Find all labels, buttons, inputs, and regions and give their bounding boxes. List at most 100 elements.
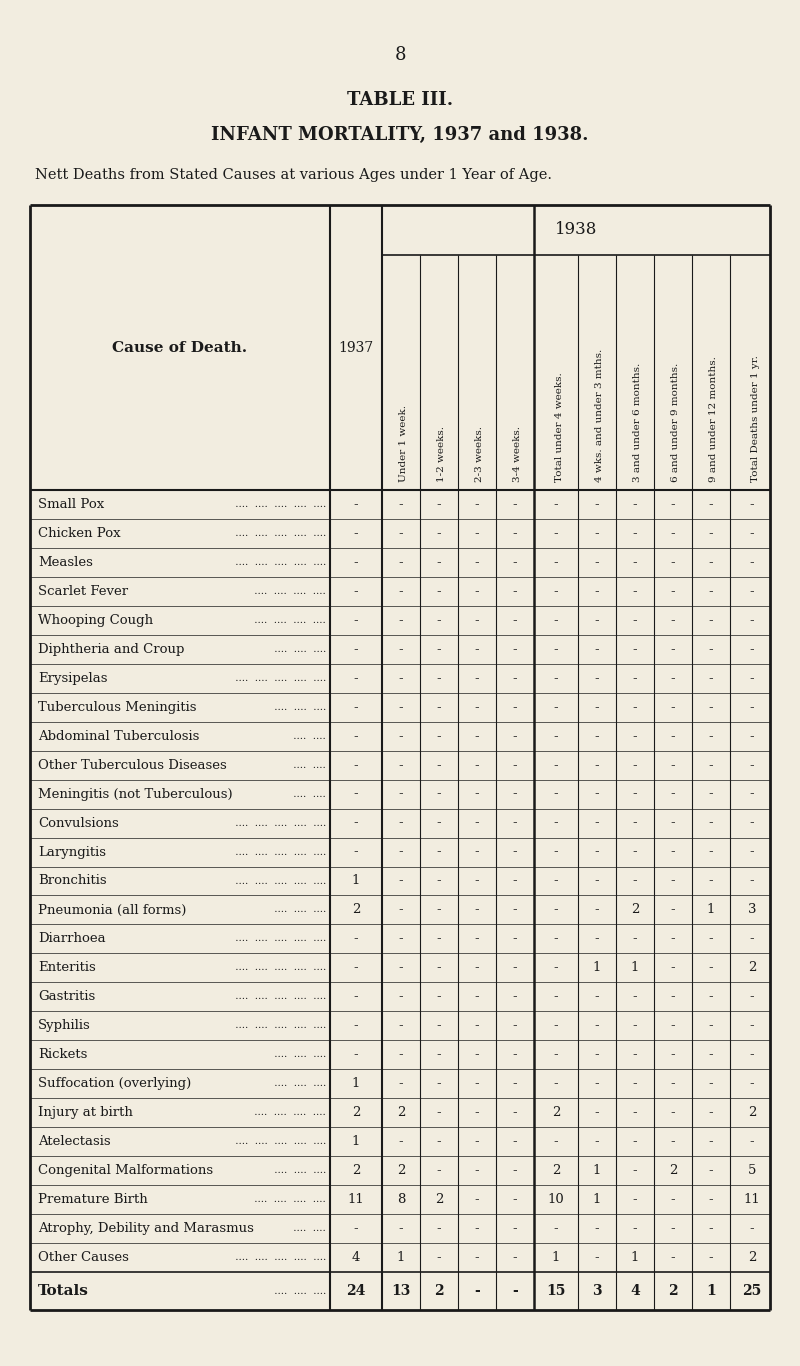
- Text: -: -: [513, 701, 518, 713]
- Text: -: -: [633, 758, 638, 772]
- Text: Enteritis: Enteritis: [38, 962, 96, 974]
- Text: -: -: [474, 817, 479, 829]
- Text: -: -: [594, 1135, 599, 1149]
- Text: 6 and under 9 months.: 6 and under 9 months.: [671, 363, 681, 482]
- Text: 25: 25: [742, 1284, 762, 1298]
- Text: 1: 1: [593, 1193, 601, 1206]
- Text: -: -: [750, 1078, 754, 1090]
- Text: -: -: [474, 1019, 479, 1033]
- Text: 4: 4: [352, 1251, 360, 1264]
- Text: -: -: [750, 1223, 754, 1235]
- Text: -: -: [354, 643, 358, 656]
- Text: ....  ....  ....  ....  ....: .... .... .... .... ....: [232, 500, 326, 510]
- Text: -: -: [398, 527, 403, 540]
- Text: -: -: [709, 846, 714, 859]
- Text: -: -: [474, 556, 479, 568]
- Text: -: -: [354, 846, 358, 859]
- Text: -: -: [750, 874, 754, 888]
- Text: -: -: [398, 643, 403, 656]
- Text: -: -: [750, 729, 754, 743]
- Text: -: -: [670, 1135, 675, 1149]
- Text: -: -: [554, 1078, 558, 1090]
- Text: ....  ....  ....  ....: .... .... .... ....: [251, 1195, 326, 1203]
- Text: -: -: [437, 729, 442, 743]
- Text: -: -: [437, 903, 442, 917]
- Text: ....  ....: .... ....: [290, 732, 326, 740]
- Text: -: -: [437, 874, 442, 888]
- Text: -: -: [513, 1193, 518, 1206]
- Text: ....  ....  ....  ....  ....: .... .... .... .... ....: [232, 1253, 326, 1262]
- Text: -: -: [398, 585, 403, 598]
- Text: Atelectasis: Atelectasis: [38, 1135, 110, 1149]
- Text: -: -: [437, 846, 442, 859]
- Text: -: -: [398, 672, 403, 684]
- Text: -: -: [554, 585, 558, 598]
- Text: -: -: [594, 874, 599, 888]
- Text: 11: 11: [744, 1193, 760, 1206]
- Text: -: -: [513, 1164, 518, 1177]
- Text: -: -: [554, 1223, 558, 1235]
- Text: -: -: [513, 1135, 518, 1149]
- Text: -: -: [670, 556, 675, 568]
- Text: -: -: [709, 1164, 714, 1177]
- Text: -: -: [709, 788, 714, 800]
- Text: -: -: [513, 556, 518, 568]
- Text: 2: 2: [552, 1106, 560, 1119]
- Text: -: -: [474, 613, 479, 627]
- Text: 8: 8: [394, 46, 406, 64]
- Text: 2: 2: [397, 1164, 405, 1177]
- Text: -: -: [670, 1019, 675, 1033]
- Text: -: -: [437, 1164, 442, 1177]
- Text: 5: 5: [748, 1164, 756, 1177]
- Text: -: -: [474, 903, 479, 917]
- Text: -: -: [633, 1048, 638, 1061]
- Text: -: -: [437, 672, 442, 684]
- Text: -: -: [633, 701, 638, 713]
- Text: Convulsions: Convulsions: [38, 817, 118, 829]
- Text: -: -: [750, 585, 754, 598]
- Text: -: -: [437, 556, 442, 568]
- Text: -: -: [633, 1106, 638, 1119]
- Text: Total Deaths under 1 yr.: Total Deaths under 1 yr.: [750, 355, 759, 482]
- Text: -: -: [633, 1078, 638, 1090]
- Text: -: -: [554, 788, 558, 800]
- Text: ....  ....  ....  ....  ....: .... .... .... .... ....: [232, 557, 326, 567]
- Text: -: -: [670, 729, 675, 743]
- Text: -: -: [670, 1078, 675, 1090]
- Text: -: -: [594, 556, 599, 568]
- Text: ....  ....  ....  ....: .... .... .... ....: [251, 587, 326, 596]
- Text: -: -: [474, 527, 479, 540]
- Text: -: -: [750, 817, 754, 829]
- Text: -: -: [633, 1164, 638, 1177]
- Text: -: -: [709, 1251, 714, 1264]
- Text: -: -: [750, 613, 754, 627]
- Text: -: -: [554, 643, 558, 656]
- Text: -: -: [670, 499, 675, 511]
- Text: -: -: [398, 499, 403, 511]
- Text: -: -: [513, 643, 518, 656]
- Text: 1: 1: [352, 1135, 360, 1149]
- Text: -: -: [474, 846, 479, 859]
- Text: -: -: [709, 1106, 714, 1119]
- Text: -: -: [437, 817, 442, 829]
- Text: -: -: [354, 613, 358, 627]
- Text: -: -: [554, 1135, 558, 1149]
- Text: -: -: [354, 499, 358, 511]
- Text: -: -: [398, 846, 403, 859]
- Text: ....  ....  ....  ....  ....: .... .... .... .... ....: [232, 934, 326, 944]
- Text: -: -: [474, 1164, 479, 1177]
- Text: -: -: [594, 758, 599, 772]
- Text: 1: 1: [631, 962, 639, 974]
- Text: ....  ....  ....  ....  ....: .... .... .... .... ....: [232, 963, 326, 973]
- Text: -: -: [437, 643, 442, 656]
- Text: 4: 4: [630, 1284, 640, 1298]
- Text: -: -: [554, 817, 558, 829]
- Text: -: -: [750, 990, 754, 1004]
- Text: ....  ....  ....: .... .... ....: [270, 1079, 326, 1089]
- Text: -: -: [474, 933, 479, 945]
- Text: ....  ....  ....  ....  ....: .... .... .... .... ....: [232, 1022, 326, 1030]
- Text: -: -: [474, 1048, 479, 1061]
- Text: 2: 2: [748, 1251, 756, 1264]
- Text: -: -: [398, 1078, 403, 1090]
- Text: -: -: [670, 1223, 675, 1235]
